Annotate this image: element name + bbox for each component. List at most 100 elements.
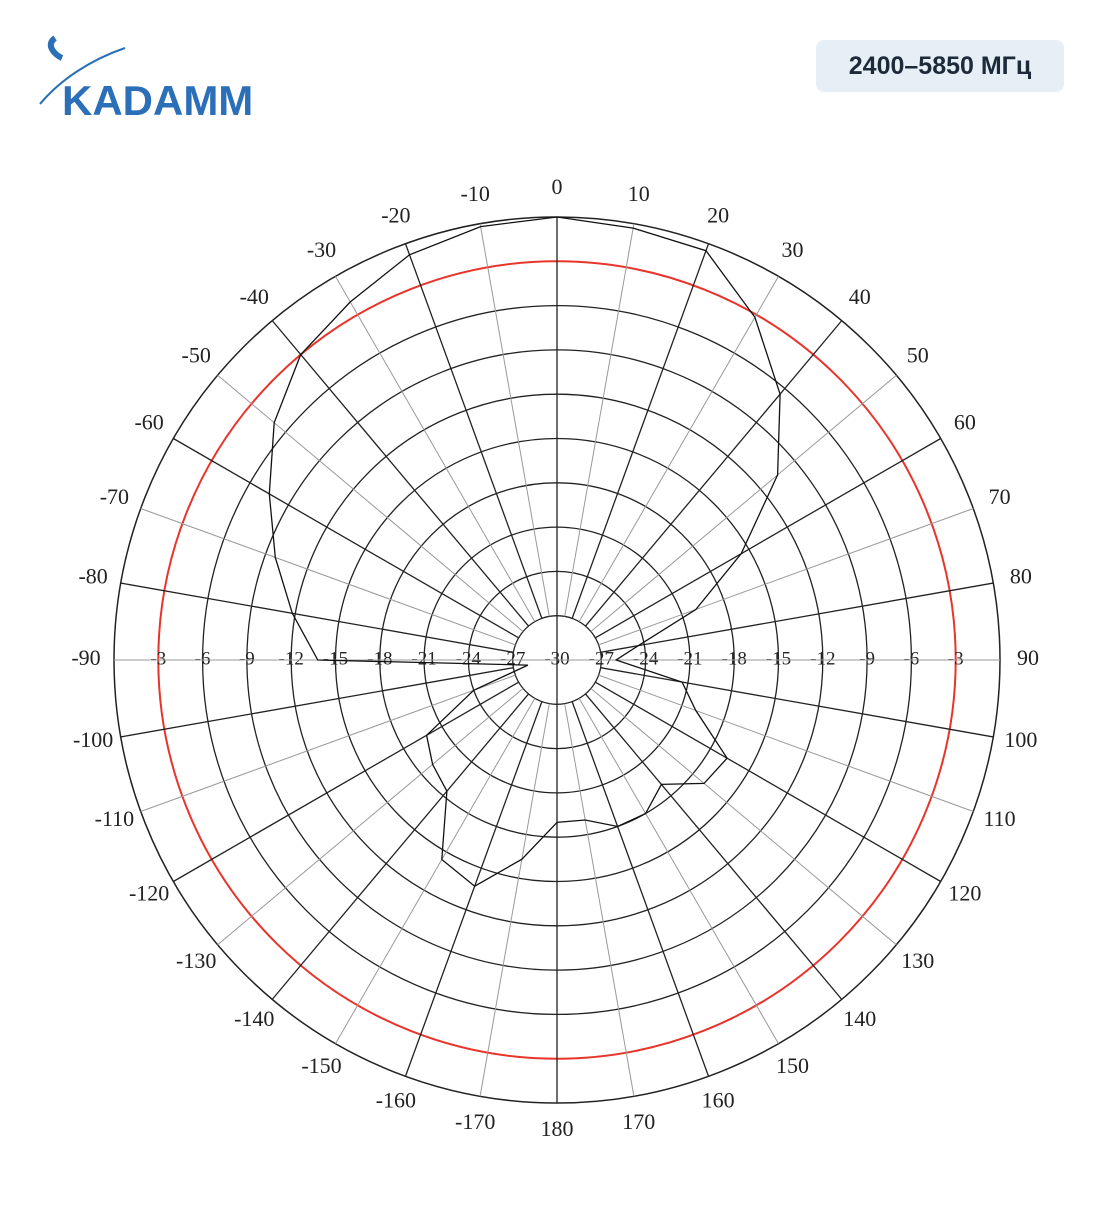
radial-grid-line bbox=[479, 703, 550, 1097]
theta-tick-label: 120 bbox=[948, 881, 981, 906]
theta-tick-label: -20 bbox=[381, 202, 410, 227]
theta-tick-label: -40 bbox=[240, 284, 269, 309]
radial-grid-line bbox=[335, 698, 536, 1044]
logo: KADAMM bbox=[39, 35, 253, 120]
r-tick-label: -6 bbox=[903, 648, 919, 669]
r-tick-label: -6 bbox=[195, 648, 211, 669]
logo-mark bbox=[47, 35, 64, 61]
theta-tick-label: 170 bbox=[622, 1109, 655, 1134]
radial-grid-line bbox=[271, 320, 530, 627]
radial-grid-line bbox=[578, 698, 779, 1044]
theta-tick-label: -140 bbox=[234, 1006, 274, 1031]
radial-grid-line bbox=[271, 693, 530, 1000]
theta-tick-label: 30 bbox=[782, 237, 804, 262]
theta-tick-label: 60 bbox=[954, 410, 976, 435]
radial-grid-line bbox=[173, 681, 519, 883]
theta-tick-label: 70 bbox=[989, 484, 1011, 509]
theta-tick-label: -150 bbox=[301, 1053, 341, 1078]
frequency-badge: 2400–5850 МГц bbox=[816, 40, 1064, 92]
radial-grid-line bbox=[120, 667, 514, 738]
radial-grid-line bbox=[404, 701, 543, 1077]
theta-tick-label: -100 bbox=[73, 727, 113, 752]
theta-tick-label: 180 bbox=[541, 1116, 574, 1141]
radial-grid-line bbox=[173, 437, 519, 639]
theta-tick-label: 10 bbox=[628, 181, 650, 206]
theta-tick-label: -30 bbox=[307, 237, 336, 262]
theta-tick-label: 140 bbox=[843, 1006, 876, 1031]
radial-grid-line bbox=[217, 688, 524, 946]
radial-grid-line bbox=[404, 243, 543, 619]
theta-tick-label: 130 bbox=[901, 948, 934, 973]
radial-grid-line bbox=[595, 681, 941, 883]
r-tick-label: -18 bbox=[722, 648, 747, 669]
theta-tick-label: -80 bbox=[78, 563, 107, 588]
outer-ring bbox=[113, 216, 1001, 1104]
theta-tick-label: -110 bbox=[95, 806, 135, 831]
radial-grid-line bbox=[571, 701, 710, 1077]
grid-ring bbox=[201, 304, 913, 1016]
radial-grid-line bbox=[595, 437, 941, 639]
theta-tick-label: -130 bbox=[176, 948, 216, 973]
grid-ring bbox=[423, 526, 691, 794]
theta-tick-label: -10 bbox=[461, 181, 490, 206]
radial-grid-line bbox=[598, 508, 974, 646]
r-tick-label: -24 bbox=[633, 648, 659, 669]
radial-grid-line bbox=[600, 667, 994, 738]
pattern-line bbox=[268, 216, 781, 887]
theta-tick-label: -60 bbox=[134, 410, 163, 435]
theta-tick-label: 0 bbox=[552, 174, 563, 199]
theta-tick-label: 110 bbox=[984, 806, 1016, 831]
r-tick-label: -15 bbox=[323, 648, 348, 669]
radial-grid-line bbox=[120, 582, 514, 653]
theta-tick-label: 160 bbox=[702, 1088, 735, 1113]
r-tick-label: -21 bbox=[411, 648, 436, 669]
radial-grid-line bbox=[600, 582, 994, 653]
r-tick-label: -24 bbox=[456, 648, 482, 669]
radial-grid-line bbox=[590, 374, 897, 632]
r-tick-label: -9 bbox=[859, 648, 875, 669]
r-tick-label: -27 bbox=[589, 648, 614, 669]
theta-tick-label: 90 bbox=[1017, 645, 1039, 670]
grid-ring bbox=[512, 615, 602, 705]
r-tick-label: -12 bbox=[810, 648, 835, 669]
radial-grid-line bbox=[217, 374, 524, 632]
theta-tick-label: 80 bbox=[1010, 563, 1032, 588]
theta-tick-label: -90 bbox=[71, 645, 100, 670]
r-tick-label: -18 bbox=[367, 648, 392, 669]
theta-tick-label: 40 bbox=[849, 284, 871, 309]
radial-grid-line bbox=[335, 276, 536, 622]
radial-grid-line bbox=[584, 693, 843, 1000]
theta-tick-label: 20 bbox=[707, 202, 729, 227]
theta-tick-label: -170 bbox=[455, 1109, 495, 1134]
grid-ring bbox=[467, 570, 647, 750]
r-tick-label: -15 bbox=[766, 648, 791, 669]
radial-grid-line bbox=[479, 223, 550, 617]
r-tick-label: -3 bbox=[150, 648, 166, 669]
radial-grid-line bbox=[590, 688, 897, 946]
radial-grid-line bbox=[140, 674, 516, 812]
theta-tick-label: 100 bbox=[1004, 727, 1037, 752]
grid-ring bbox=[379, 482, 735, 838]
logo-swoosh bbox=[39, 47, 126, 105]
theta-tick-label: -70 bbox=[100, 484, 129, 509]
radial-grid-line bbox=[598, 674, 974, 812]
theta-tick-label: -120 bbox=[129, 881, 169, 906]
radial-grid-line bbox=[140, 508, 516, 646]
r-tick-label: -3 bbox=[948, 648, 964, 669]
theta-tick-label: 150 bbox=[776, 1053, 809, 1078]
theta-tick-label: -160 bbox=[376, 1088, 416, 1113]
radial-grid-line bbox=[578, 276, 779, 622]
grid-ring bbox=[334, 437, 780, 883]
radial-grid-line bbox=[584, 320, 843, 627]
grid-ring bbox=[290, 393, 824, 927]
theta-tick-label: -50 bbox=[182, 342, 211, 367]
logo-text: KADAMM bbox=[62, 77, 253, 120]
radial-grid-line bbox=[571, 243, 710, 619]
r-tick-label: -27 bbox=[500, 648, 525, 669]
r-tick-label: -21 bbox=[677, 648, 702, 669]
r-tick-label: -9 bbox=[239, 648, 255, 669]
radial-grid-line bbox=[564, 223, 635, 617]
r-tick-label: -12 bbox=[279, 648, 304, 669]
